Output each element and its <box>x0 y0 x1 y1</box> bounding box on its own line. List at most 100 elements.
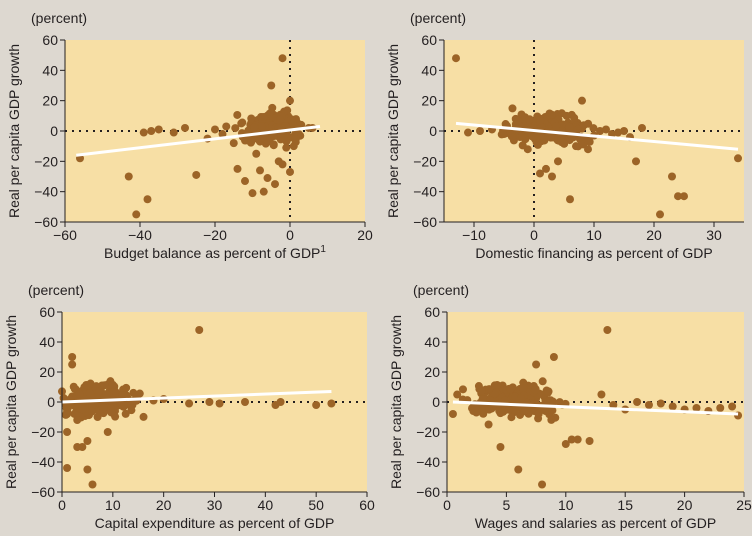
data-point <box>108 380 117 389</box>
data-point <box>638 123 646 132</box>
data-point <box>478 395 487 404</box>
chart-panel-2: −60 −40 −20 0 20 40 60 −10 0 10 20 30 (percent) Real … <box>385 10 744 261</box>
chart-panel-3: −60 −40 −20 0 20 40 60 0 10 20 30 40 50 60 (percent) Re… <box>3 282 375 531</box>
x-tick-label: 20 <box>156 497 172 513</box>
data-point <box>147 127 156 135</box>
data-point <box>554 157 562 166</box>
y-tick-label: 40 <box>424 334 440 350</box>
y-tick-label: −20 <box>34 153 58 169</box>
y-tick-label: −40 <box>31 454 55 470</box>
x-axis-title: Budget balance as percent of GDP1 <box>104 244 326 261</box>
x-tick-label: 15 <box>617 497 633 513</box>
data-point <box>88 480 97 489</box>
data-point <box>99 403 108 412</box>
data-point <box>250 123 259 132</box>
data-point <box>496 409 505 418</box>
data-point <box>632 157 640 166</box>
data-point <box>453 390 462 399</box>
data-point <box>644 401 653 409</box>
data-point <box>83 437 92 445</box>
data-point <box>561 440 570 448</box>
data-point <box>82 380 91 389</box>
x-tick-label: 10 <box>105 497 121 513</box>
data-point <box>258 122 267 131</box>
data-point <box>485 385 494 394</box>
data-point <box>111 388 120 397</box>
data-point <box>549 398 558 407</box>
x-tick-label: 0 <box>58 497 66 513</box>
trend-line <box>452 400 739 416</box>
chart-panel-1: −60 −40 −20 0 20 40 60 −60 −40 −20 0 20 (percent) Rea… <box>6 10 373 261</box>
data-point <box>124 172 133 181</box>
y-tick-label: 40 <box>39 334 55 350</box>
data-point <box>538 480 547 489</box>
x-axis-title: Domestic financing as percent of GDP <box>475 245 712 261</box>
data-point <box>278 54 287 63</box>
y-tick-label: 60 <box>424 304 440 320</box>
data-point <box>205 398 214 406</box>
x-tick-label: −60 <box>53 227 77 243</box>
trend-line <box>76 124 321 157</box>
data-point <box>614 128 622 137</box>
data-point <box>602 125 610 134</box>
x-axis-title: Wages and salaries as percent of GDP <box>475 515 717 531</box>
data-point <box>286 96 294 105</box>
data-point <box>192 170 201 179</box>
data-point <box>585 437 594 445</box>
y-tick-label: −40 <box>413 184 437 200</box>
data-point <box>584 119 593 128</box>
data-point <box>597 390 606 399</box>
y-tick-label: 60 <box>421 32 437 48</box>
data-point <box>573 435 582 444</box>
y-tick-label: −20 <box>413 153 437 169</box>
data-point <box>518 384 527 393</box>
y-tick-label: −20 <box>31 424 55 440</box>
y-tick-label: −40 <box>34 184 58 200</box>
data-point <box>63 464 72 472</box>
data-point <box>547 415 556 424</box>
data-point <box>135 389 144 398</box>
y-tick-label: 0 <box>50 123 58 139</box>
x-tick-label: 0 <box>530 227 538 243</box>
y-tick-label: 0 <box>47 394 55 410</box>
data-point <box>181 123 189 132</box>
data-point <box>555 398 564 407</box>
data-point <box>518 141 527 150</box>
data-point <box>517 132 526 141</box>
data-point <box>78 443 87 451</box>
data-point <box>241 177 249 186</box>
data-point <box>538 377 547 386</box>
data-point <box>525 115 534 124</box>
data-point <box>716 404 725 412</box>
data-point <box>259 187 268 196</box>
y-tick-label: 0 <box>432 394 440 410</box>
data-point <box>327 399 336 408</box>
x-tick-label: −10 <box>462 227 486 243</box>
data-point <box>259 113 268 122</box>
data-point <box>102 390 111 399</box>
data-point <box>668 172 676 181</box>
unit-label: (percent) <box>410 10 466 26</box>
data-point <box>63 428 72 436</box>
y-tick-label: 20 <box>424 364 440 380</box>
y-tick-label: 40 <box>42 62 58 78</box>
data-point <box>609 401 618 409</box>
y-axis-title: Real per capita GDP growth <box>6 44 22 218</box>
data-point <box>282 143 291 152</box>
data-point <box>603 326 612 334</box>
data-point <box>477 386 486 395</box>
data-point <box>680 192 688 201</box>
data-point <box>596 127 604 135</box>
x-tick-label: 30 <box>207 497 223 513</box>
x-tick-label: 0 <box>443 497 451 513</box>
data-point <box>211 125 219 134</box>
data-point <box>169 128 178 137</box>
data-point <box>215 399 224 408</box>
data-point <box>452 54 460 63</box>
data-point <box>584 145 592 154</box>
data-point <box>674 192 682 201</box>
data-point <box>566 195 574 204</box>
data-point <box>542 164 550 173</box>
data-point <box>222 122 231 131</box>
y-tick-label: 20 <box>39 364 55 380</box>
